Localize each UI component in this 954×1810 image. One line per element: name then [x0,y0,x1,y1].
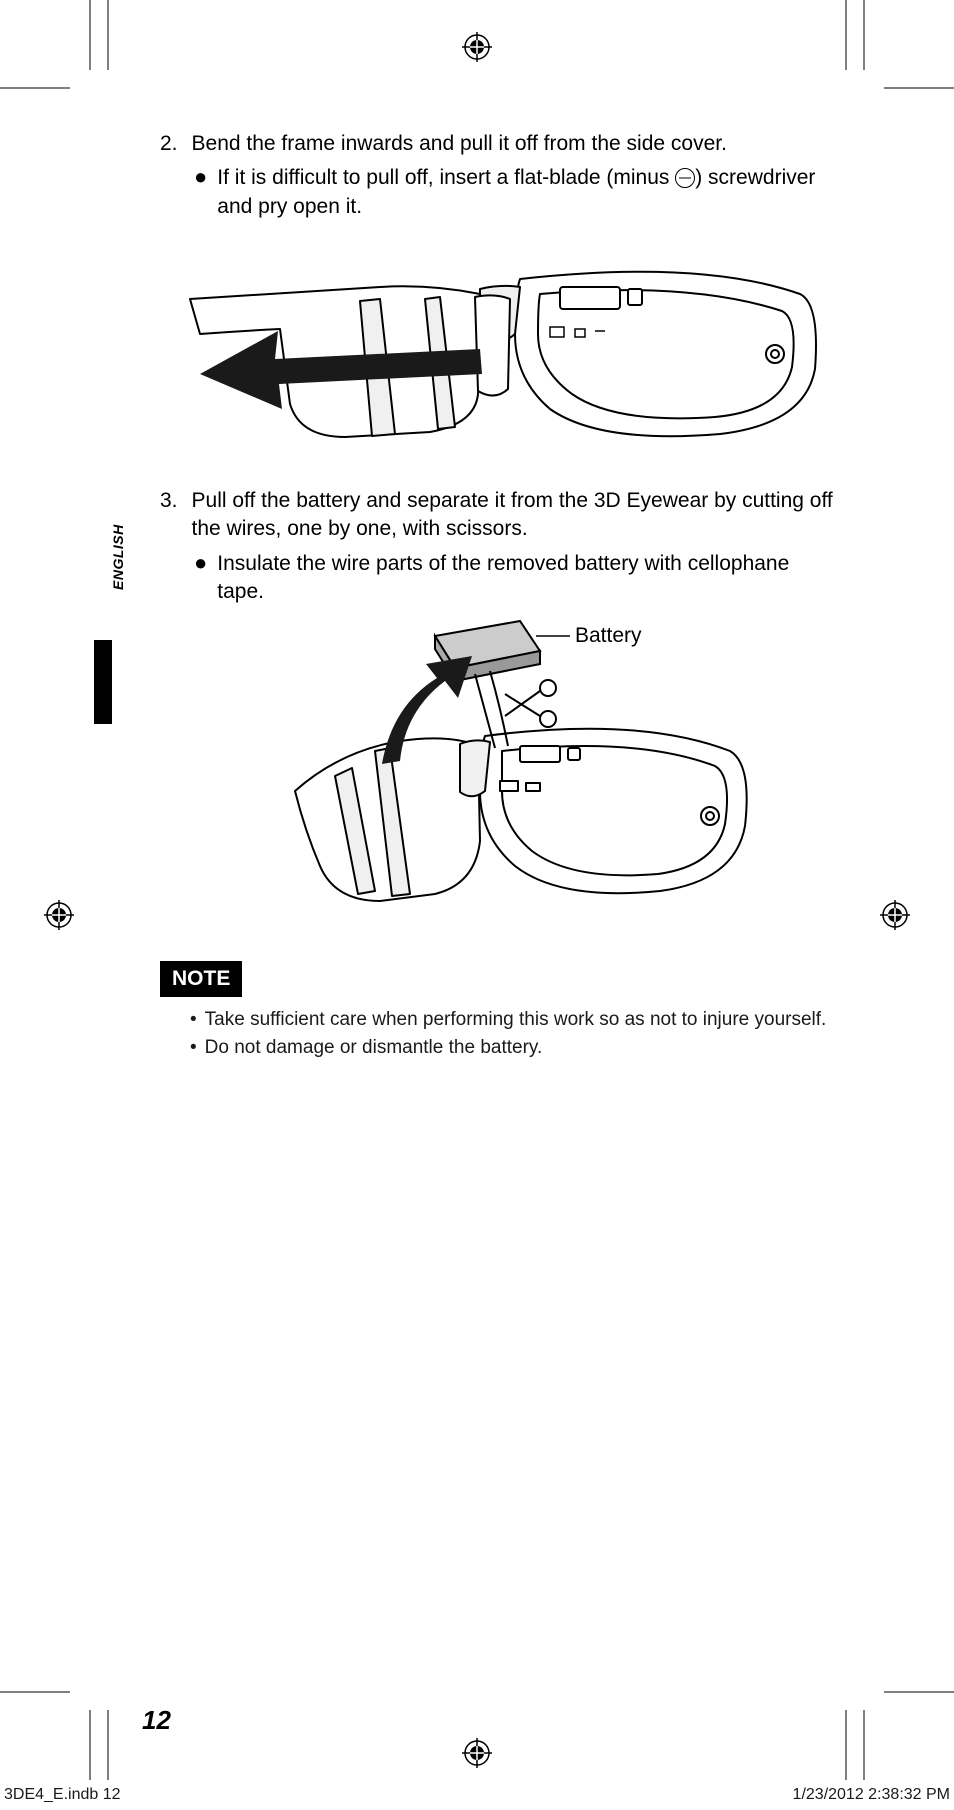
step-3-number: 3. [160,487,178,544]
page-number: 12 [142,1705,171,1736]
registration-mark-right [880,900,910,930]
step-2-text: Bend the frame inwards and pull it off f… [192,130,840,158]
language-tab: ENGLISH [110,524,126,590]
step-3-text: Pull off the battery and separate it fro… [192,487,840,544]
minus-icon [675,168,695,188]
step-2-bullet: ● If it is difficult to pull off, insert… [194,164,840,221]
figure-1-eyewear-frame [180,239,820,459]
crop-mark-tr [844,0,954,110]
note-item: • Take sufficient care when performing t… [190,1007,840,1033]
footer-timestamp: 1/23/2012 2:38:32 PM [793,1786,950,1804]
bullet-icon: • [190,1035,197,1061]
figure-2-wrapper: Battery [240,616,760,931]
bullet-icon: • [190,1007,197,1033]
step-2-bullet-before: If it is difficult to pull off, insert a… [217,166,675,189]
registration-mark-bottom [462,1738,492,1768]
note-item-text: Take sufficient care when performing thi… [205,1007,827,1033]
crop-mark-bl [0,1670,110,1780]
step-3-bullet-text: Insulate the wire parts of the removed b… [217,550,840,607]
step-2-bullet-text: If it is difficult to pull off, insert a… [217,164,840,221]
step-3-bullet: ● Insulate the wire parts of the removed… [194,550,840,607]
battery-label: Battery [575,624,642,648]
page-content: 2. Bend the frame inwards and pull it of… [160,130,840,1063]
note-list: • Take sufficient care when performing t… [190,1007,840,1060]
step-2-number: 2. [160,130,178,158]
figure-2-battery-removal [240,616,760,926]
note-item: • Do not damage or dismantle the battery… [190,1035,840,1061]
crop-mark-br [844,1670,954,1780]
bullet-icon: ● [194,164,207,221]
crop-mark-tl [0,0,110,110]
registration-mark-left [44,900,74,930]
footer-filename: 3DE4_E.indb 12 [4,1786,121,1804]
step-3: 3. Pull off the battery and separate it … [160,487,840,544]
step-2: 2. Bend the frame inwards and pull it of… [160,130,840,158]
note-badge: NOTE [160,961,242,997]
registration-mark-top [462,32,492,62]
note-item-text: Do not damage or dismantle the battery. [205,1035,543,1061]
bullet-icon: ● [194,550,207,607]
language-indicator-block [94,640,112,724]
